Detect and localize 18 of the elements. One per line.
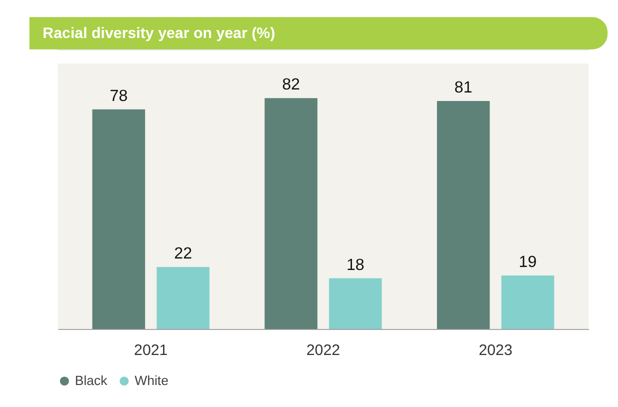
x-tick-label: 2021 (134, 342, 168, 360)
data-label: 18 (346, 256, 364, 274)
x-tick-label: 2023 (478, 342, 512, 360)
chart-title: Racial diversity year on year (%) (42, 24, 276, 42)
bar (501, 275, 554, 329)
bar (329, 278, 382, 329)
data-label: 82 (282, 76, 300, 94)
legend-label: White (134, 372, 168, 388)
bar (436, 100, 490, 329)
data-label: 81 (454, 78, 472, 96)
data-label: 78 (110, 86, 128, 105)
bar (264, 98, 318, 329)
data-label: 22 (174, 244, 192, 263)
bar (156, 267, 210, 329)
x-tick-label: 2022 (306, 342, 340, 360)
bar (92, 109, 146, 329)
data-label: 19 (518, 252, 537, 271)
legend-label: Black (74, 372, 108, 388)
